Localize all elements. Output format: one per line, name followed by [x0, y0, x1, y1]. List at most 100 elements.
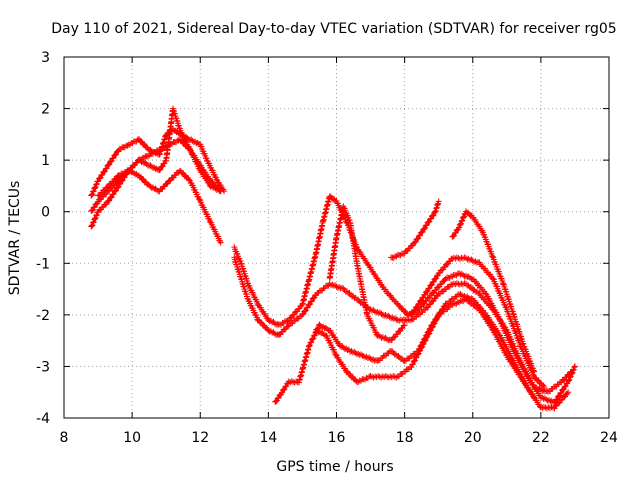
data-point [421, 225, 428, 232]
data-point [88, 223, 95, 230]
data-point [565, 378, 572, 385]
data-point [565, 377, 572, 384]
data-point [401, 322, 408, 329]
data-point [389, 314, 396, 321]
data-point [460, 272, 467, 279]
data-point [91, 215, 98, 222]
data-point [309, 335, 316, 342]
data-point [571, 363, 578, 370]
series-track9 [326, 203, 408, 344]
data-point [308, 336, 315, 343]
data-point [147, 183, 154, 190]
data-point [124, 142, 131, 149]
data-point [155, 147, 162, 154]
data-point [267, 328, 274, 335]
data-point [316, 321, 323, 328]
data-point [393, 253, 400, 260]
y-tick-label: 1 [41, 153, 50, 169]
data-point [411, 358, 418, 364]
series-track12 [449, 208, 538, 375]
data-point [151, 164, 158, 171]
data-point [129, 168, 136, 175]
data-point [371, 308, 378, 315]
data-point [410, 358, 417, 365]
data-point [458, 218, 465, 225]
x-tick-label: 14 [259, 430, 277, 446]
y-tick-label: 0 [41, 205, 50, 221]
data-point [358, 377, 365, 384]
data-point [530, 367, 537, 374]
data-point [126, 167, 133, 174]
x-tick-label: 18 [396, 430, 414, 446]
data-point [349, 349, 356, 356]
data-point [319, 329, 326, 336]
data-point [217, 239, 224, 246]
data-point [146, 182, 153, 189]
data-point [284, 318, 291, 325]
data-point [467, 257, 474, 264]
data-point [429, 324, 436, 331]
data-point [416, 348, 423, 355]
data-point [379, 334, 386, 341]
data-point [412, 354, 419, 361]
data-point [332, 351, 339, 358]
data-point [293, 378, 300, 385]
data-point [320, 323, 327, 330]
data-point [422, 337, 429, 344]
data-point [91, 216, 98, 223]
data-point [149, 184, 156, 191]
data-point [196, 165, 203, 172]
data-point [271, 320, 278, 327]
data-point [208, 183, 215, 190]
y-tick-label: -4 [36, 411, 50, 427]
series-track11 [408, 254, 548, 391]
data-point [348, 348, 355, 355]
data-point [393, 374, 400, 381]
data-point [571, 364, 578, 371]
data-point [383, 336, 390, 343]
data-point [93, 181, 100, 188]
data-point [267, 317, 274, 324]
data-point [462, 272, 469, 279]
data-point [531, 368, 538, 375]
data-point [432, 317, 439, 324]
x-tick-label: 16 [328, 430, 346, 446]
data-point [537, 386, 544, 393]
data-point [432, 317, 439, 324]
data-point [148, 163, 155, 170]
data-point [460, 214, 467, 221]
data-point [469, 257, 476, 264]
data-point [363, 353, 370, 360]
data-point [186, 176, 193, 183]
data-point [147, 162, 154, 169]
data-point [459, 215, 466, 222]
data-point [188, 136, 195, 143]
data-point [386, 313, 393, 320]
data-point [339, 343, 346, 350]
y-axis-label: SDTVAR / TECUs [7, 181, 23, 296]
y-tick-label: -1 [36, 256, 50, 272]
data-point [114, 179, 121, 186]
data-point [306, 342, 313, 349]
data-point [362, 376, 369, 383]
data-point [531, 394, 538, 401]
data-point [456, 270, 463, 277]
data-point [449, 273, 456, 280]
data-point [375, 310, 382, 317]
y-tick-label: -2 [36, 308, 50, 324]
data-point [423, 334, 430, 341]
x-tick-label: 20 [464, 430, 482, 446]
data-point [374, 308, 381, 315]
data-point [568, 371, 575, 378]
data-point [458, 292, 465, 299]
data-point [317, 322, 324, 329]
data-point [390, 254, 397, 261]
data-point [196, 196, 203, 203]
y-tick-label: -3 [36, 359, 50, 375]
data-point [212, 185, 219, 192]
data-point [343, 345, 350, 352]
data-point [566, 374, 573, 381]
grid [64, 57, 609, 418]
data-point [461, 296, 468, 303]
